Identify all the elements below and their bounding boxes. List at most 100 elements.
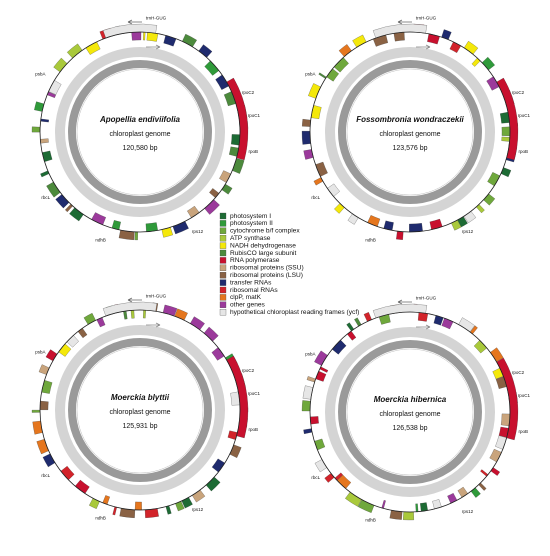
direction-arrow [127, 297, 142, 303]
gene-label: ndhB [95, 515, 106, 520]
gene-block [334, 203, 345, 214]
inner-disk [346, 68, 474, 196]
genome-map: rpoC2 rpoC1 rpoB psbA rbcL ndhB trnH-GUG rps12 A… [31, 15, 261, 242]
gene-block [324, 473, 335, 483]
genome-subtitle: chloroplast genome [109, 409, 170, 416]
legend-label: ribosomal proteins (SSU) [230, 265, 304, 272]
gene-block [409, 223, 423, 233]
gc-ring-outer [55, 325, 225, 495]
gene-block [327, 183, 340, 197]
gene-block [429, 218, 443, 230]
legend-label: photosystem II [230, 220, 273, 227]
direction-arrow [127, 19, 142, 25]
gene-block [39, 400, 49, 410]
gene-label: rbcL [41, 473, 50, 478]
gene-block [457, 486, 469, 498]
gene-label: rpoB [518, 149, 528, 154]
gene-label: trnH-GUG [416, 295, 437, 300]
gene-block [53, 57, 68, 73]
gene-label: rps12 [192, 229, 204, 234]
gene-block [55, 194, 70, 209]
gene-label: rbcL [41, 195, 50, 200]
legend-label: cytochrome b/f complex [230, 228, 300, 235]
gene-block [483, 193, 496, 206]
legend-label: clpP, matK [230, 294, 262, 301]
legend-label: RNA polymerase [230, 257, 280, 264]
gene-block [500, 413, 511, 427]
legend-swatch [219, 294, 227, 301]
inner-disk [76, 68, 204, 196]
gene-block [338, 44, 352, 57]
gene-block [112, 506, 117, 516]
legend-swatch [219, 249, 227, 257]
gene-block [134, 501, 142, 511]
gene-block [315, 370, 327, 382]
gene-block [500, 167, 512, 178]
species-name: Moerckia blyttii [111, 393, 170, 402]
gene-label: psbA [305, 72, 315, 77]
species-name: Moerckia hibernica [374, 395, 447, 404]
gene-block [209, 188, 220, 198]
direction-arrow [397, 19, 412, 25]
gene-block [205, 476, 221, 492]
gc-ring-outer [325, 47, 495, 217]
gene-block [347, 213, 359, 225]
genome-circle [39, 31, 241, 233]
direction-arrow [146, 322, 161, 328]
gene-label: rpoC2 [512, 370, 525, 375]
gene-block [69, 207, 84, 222]
legend-swatch [219, 301, 227, 308]
gene-label: rpoC1 [248, 113, 261, 118]
genome-circle [39, 309, 241, 511]
gene-block [381, 500, 386, 509]
gc-ring [68, 338, 212, 482]
legend-swatch [219, 242, 227, 249]
gene-block [143, 309, 146, 319]
legend-swatch [219, 264, 227, 271]
gene-block [302, 118, 311, 127]
gene-label: ndhB [95, 237, 106, 242]
gene-block [415, 503, 419, 512]
gene-block [130, 310, 135, 319]
gene-block [131, 31, 142, 41]
gene-block [441, 29, 452, 40]
legend-label: other genes [230, 302, 266, 309]
genome-size: 125,931 bp [122, 423, 157, 430]
gene-block [420, 502, 428, 512]
gene-block [38, 364, 50, 375]
gene-block [347, 330, 357, 341]
gene-label: rps12 [462, 229, 474, 234]
gene-block [449, 41, 462, 53]
gene-label: trnH-GUG [146, 293, 167, 298]
gene-block [187, 205, 200, 218]
species-name: Fossombronia wondraczekii [356, 115, 464, 124]
gc-ring-outer [325, 327, 495, 497]
genome-size: 120,580 bp [122, 145, 157, 152]
legend-swatch [219, 309, 227, 316]
legend-swatch [219, 220, 227, 227]
gene-label: rpoC1 [518, 113, 531, 118]
gene-label: psbA [35, 72, 45, 77]
genome-size: 126,538 bp [392, 425, 427, 432]
gene-block [40, 138, 49, 144]
direction-arrow [397, 299, 412, 305]
legend-label: ribosomal proteins (LSU) [230, 272, 303, 279]
gene-label: trnH-GUG [146, 15, 167, 20]
gc-ring [68, 60, 212, 204]
gene-block [198, 44, 213, 58]
gene-label: ndhB [365, 237, 376, 242]
gene-block [31, 409, 41, 413]
genome-map: rpoC2 rpoC1 rpoB psbA rbcL ndhB trnH-GUG rps12 M… [31, 293, 261, 520]
legend-swatch [219, 257, 227, 264]
gene-block [473, 340, 488, 354]
legend-label: RubisCO large subunit [230, 250, 297, 257]
legend-label: ATP synthase [230, 235, 271, 242]
direction-arrow [146, 44, 161, 50]
gene-block [470, 487, 481, 498]
gc-ring-outer [55, 47, 225, 217]
gene-block [45, 349, 58, 362]
gene-label: rpoC1 [518, 393, 531, 398]
